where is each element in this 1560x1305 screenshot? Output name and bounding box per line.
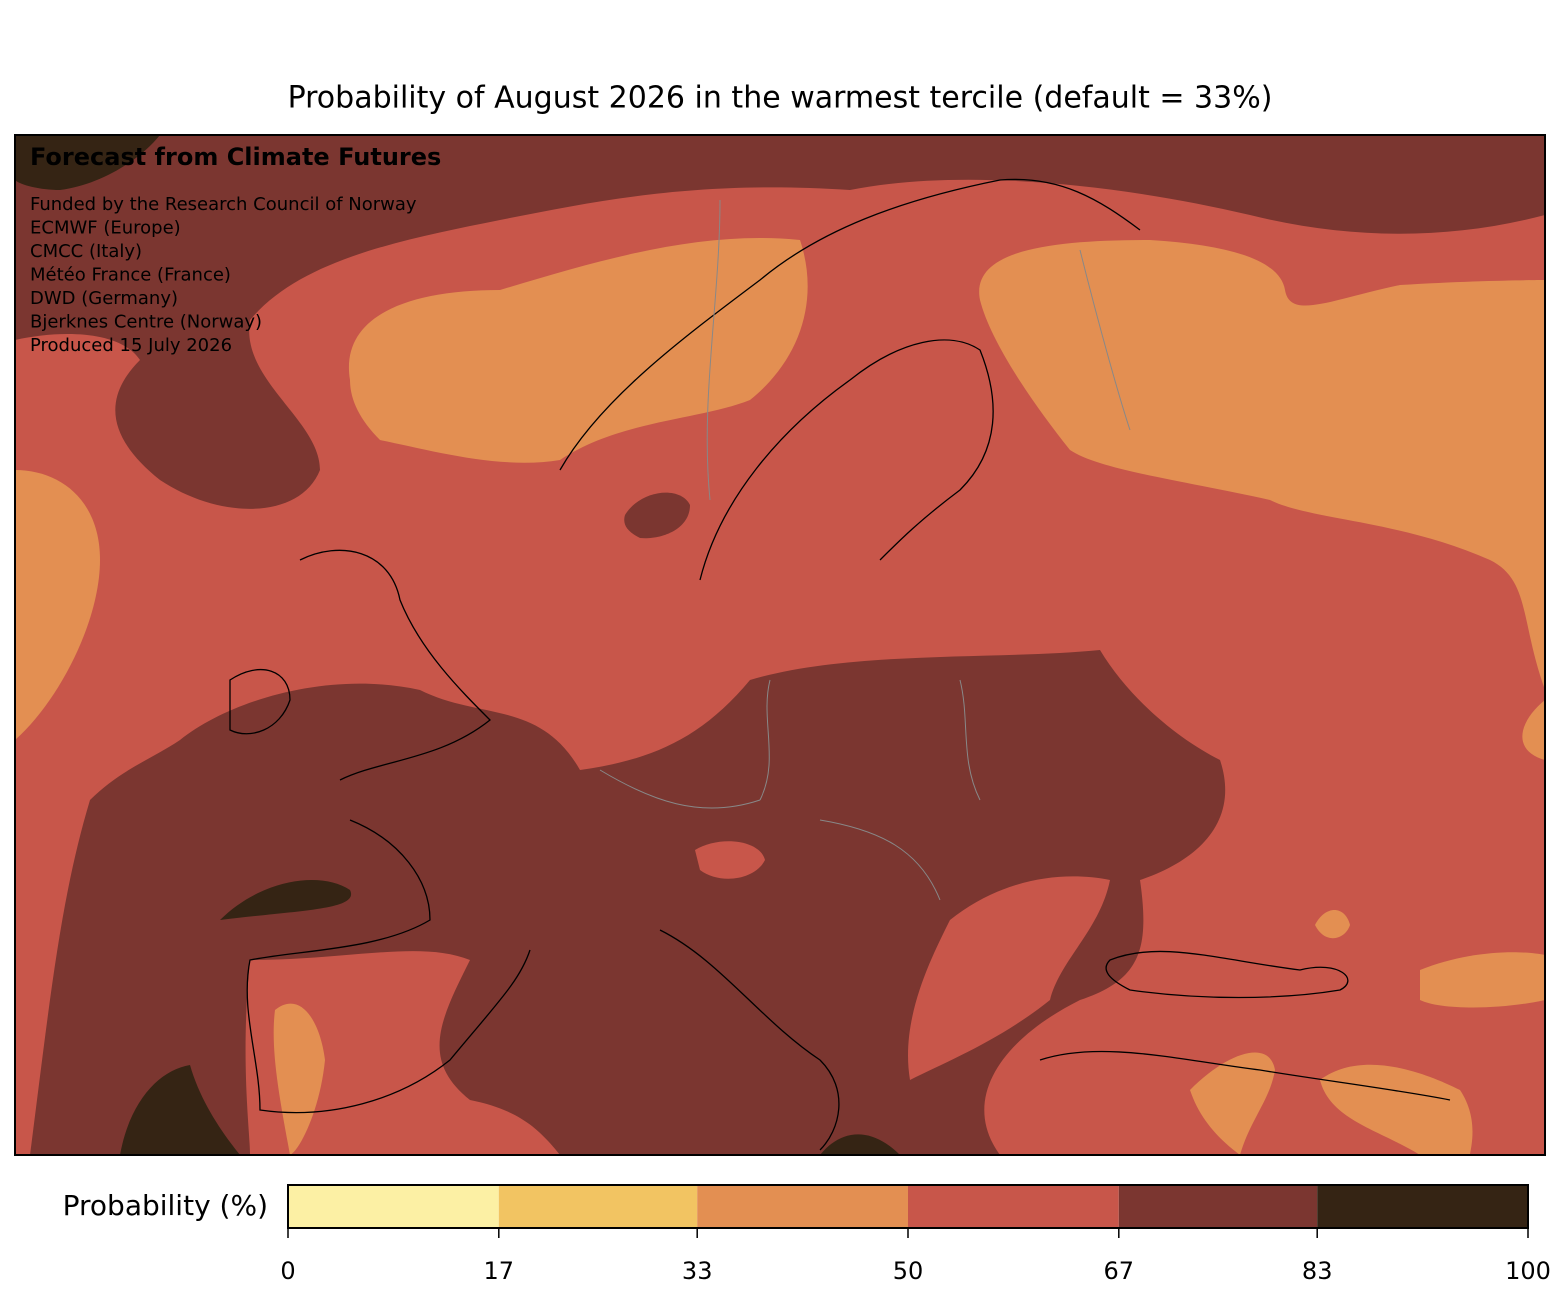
contour xyxy=(908,876,1110,1080)
colorbar-segment xyxy=(697,1185,908,1228)
colorbar-segment xyxy=(498,1185,698,1228)
colorbar-tick-label: 17 xyxy=(484,1257,515,1285)
annotation-line: DWD (Germany) xyxy=(30,288,178,309)
annotation-line: CMCC (Italy) xyxy=(30,241,142,262)
contour xyxy=(695,841,765,879)
contour xyxy=(1420,952,1545,1008)
contour xyxy=(820,1134,900,1155)
contour xyxy=(1315,910,1350,939)
colorbar-tick-label: 33 xyxy=(682,1257,713,1285)
contour xyxy=(15,135,160,190)
coastlines xyxy=(229,178,1451,1151)
colorbar-tick-label: 0 xyxy=(280,1257,295,1285)
contour xyxy=(120,1065,240,1155)
annotation-line: Funded by the Research Council of Norway xyxy=(30,194,417,215)
contour xyxy=(15,135,1545,509)
colorbar-segment xyxy=(288,1185,499,1228)
colorbar-tick-label: 83 xyxy=(1302,1257,1333,1285)
annotation-line: Météo France (France) xyxy=(30,265,231,286)
contour xyxy=(624,492,690,539)
annotation-line: ECMWF (Europe) xyxy=(30,218,181,239)
annotation-line: Bjerknes Centre (Norway) xyxy=(30,312,262,333)
colorbar-tick-label: 50 xyxy=(893,1257,924,1285)
colorbar-tick-label: 67 xyxy=(1104,1257,1135,1285)
colorbar-segment xyxy=(908,1185,1119,1228)
colorbar-label: Probability (%) xyxy=(63,1189,268,1222)
annotation-line: Produced 15 July 2026 xyxy=(30,335,232,356)
contour xyxy=(273,1003,325,1155)
contour xyxy=(1320,1064,1473,1155)
contour xyxy=(1522,700,1545,760)
title: Probability of August 2026 in the warmes… xyxy=(288,81,1273,116)
colorbar-segment xyxy=(1118,1185,1318,1228)
contour xyxy=(15,470,100,740)
colorbar-tick-label: 100 xyxy=(1505,1257,1551,1285)
contour xyxy=(348,238,808,463)
colorbar-segment xyxy=(1317,1185,1528,1228)
contour xyxy=(1190,1052,1275,1155)
map xyxy=(15,135,1545,1155)
contour xyxy=(220,880,352,920)
map-frame xyxy=(14,134,1546,1156)
annotation-heading: Forecast from Climate Futures xyxy=(30,143,441,171)
borders xyxy=(599,199,1131,901)
contour xyxy=(979,240,1545,690)
